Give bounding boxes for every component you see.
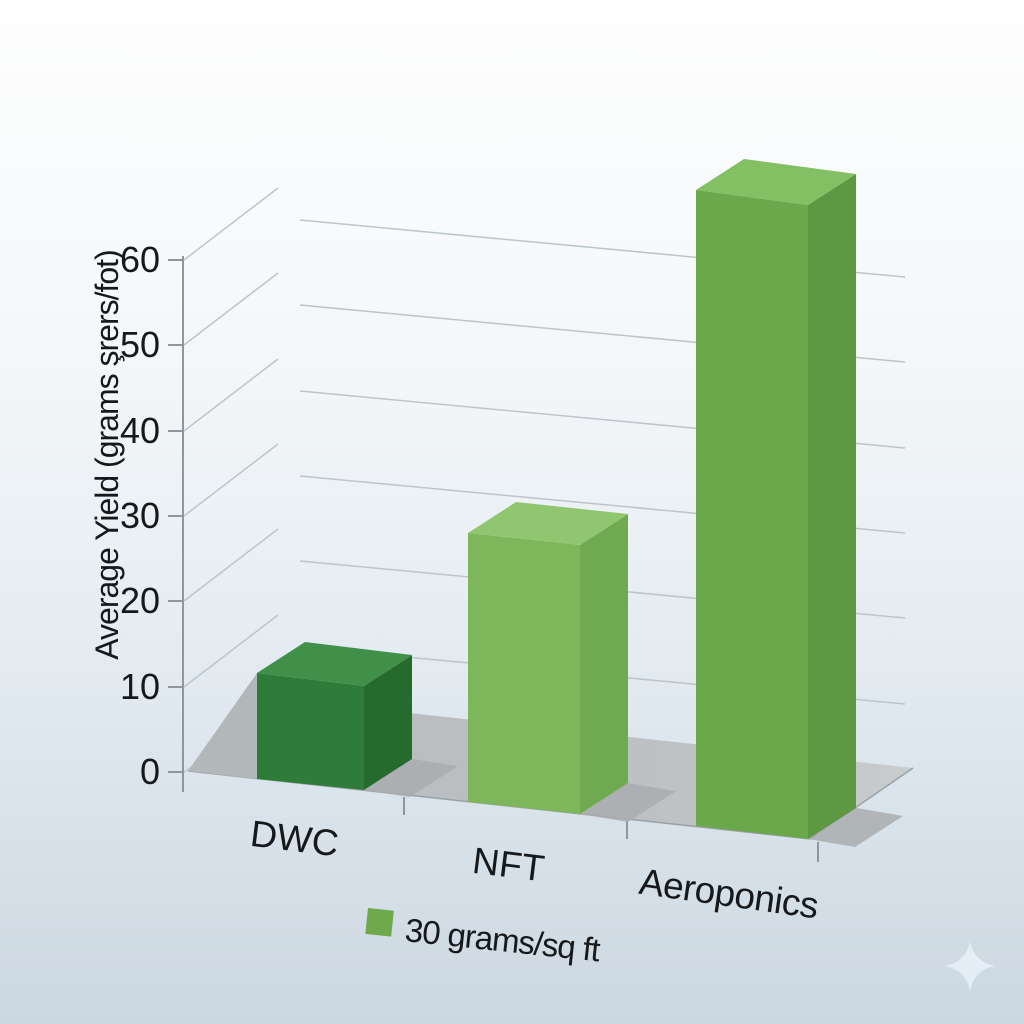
- bar-shadow-dwc: [364, 759, 458, 797]
- bar-nft: [468, 502, 628, 814]
- x-category-label-dwc: DWC: [248, 813, 341, 864]
- bar-aeroponics-top: [696, 159, 856, 205]
- y-tick-label: 60: [120, 239, 160, 280]
- y-axis-title: Average Yield (grams şrers/fot): [89, 250, 125, 659]
- x-axis-ticks: [403, 797, 819, 862]
- legend-swatch: [365, 908, 394, 937]
- bar-aeroponics-front: [696, 190, 808, 839]
- sparkle-watermark-icon: [945, 941, 995, 991]
- gridline: [183, 528, 279, 602]
- bar-nft-front: [468, 533, 580, 814]
- gridline: [183, 443, 279, 517]
- gridline: [183, 614, 279, 688]
- x-category-label-aeroponics: Aeroponics: [637, 861, 821, 927]
- y-tick-label: 10: [120, 666, 160, 707]
- bar-shadow-left-dwc: [188, 673, 257, 779]
- bar-dwc: [257, 642, 412, 790]
- bar-aeroponics: [696, 159, 856, 839]
- bar-shadow-nft: [580, 783, 676, 822]
- y-tick-label: 20: [120, 580, 160, 621]
- y-tick-label: 0: [140, 751, 160, 792]
- bar-nft-top: [468, 502, 628, 545]
- y-tick-label: 30: [120, 495, 160, 536]
- bar-aeroponics-side: [808, 174, 856, 839]
- bar-nft-side: [580, 514, 628, 814]
- bar-dwc-side: [364, 655, 412, 790]
- gridline: [183, 187, 279, 261]
- gridline: [183, 358, 279, 432]
- y-axis: [168, 256, 184, 792]
- legend-label: 30 grams/sq ft: [403, 911, 602, 968]
- y-tick-label: 40: [120, 410, 160, 451]
- bar-dwc-front: [257, 673, 364, 790]
- gridline: [183, 272, 279, 346]
- y-tick-label: 50: [120, 324, 160, 365]
- legend: 30 grams/sq ft: [365, 908, 602, 968]
- x-category-label-nft: NFT: [470, 840, 546, 889]
- bar-dwc-top: [257, 642, 412, 686]
- bar-shadow-aeroponics: [808, 808, 903, 847]
